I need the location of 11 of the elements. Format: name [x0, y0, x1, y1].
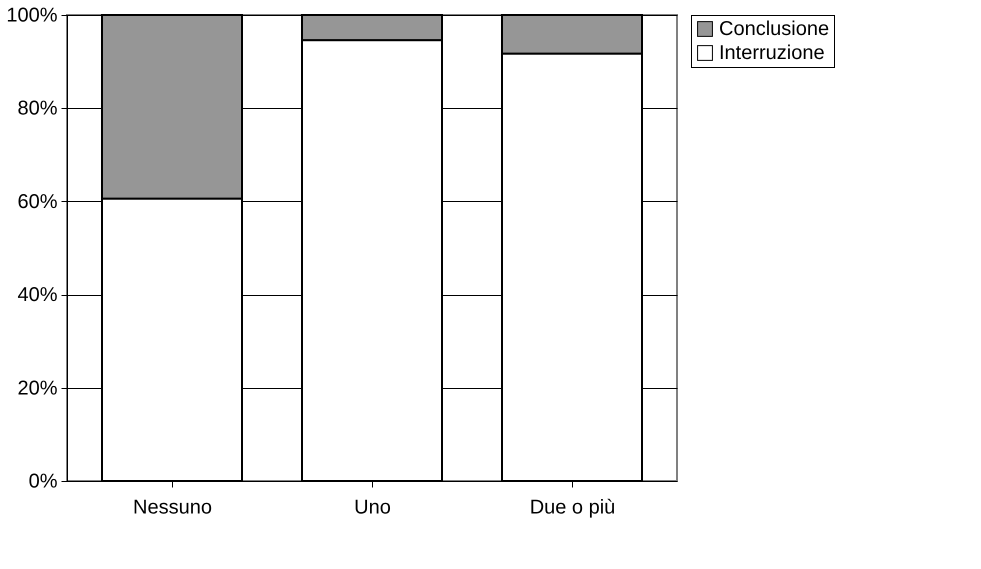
x-tick-label: Uno: [354, 496, 391, 518]
x-tick-label: Due o più: [530, 496, 616, 518]
legend-label: Interruzione: [719, 42, 825, 64]
y-tick-label: 60%: [17, 190, 58, 213]
x-tick-label: Nessuno: [133, 496, 212, 518]
y-tick-label: 20%: [17, 377, 58, 400]
y-tick-label: 100%: [6, 4, 58, 26]
y-tick-label: 0%: [28, 470, 58, 492]
legend-label: Conclusione: [719, 18, 830, 40]
y-tick-label: 80%: [17, 98, 58, 120]
y-tick-label: 40%: [17, 284, 58, 306]
